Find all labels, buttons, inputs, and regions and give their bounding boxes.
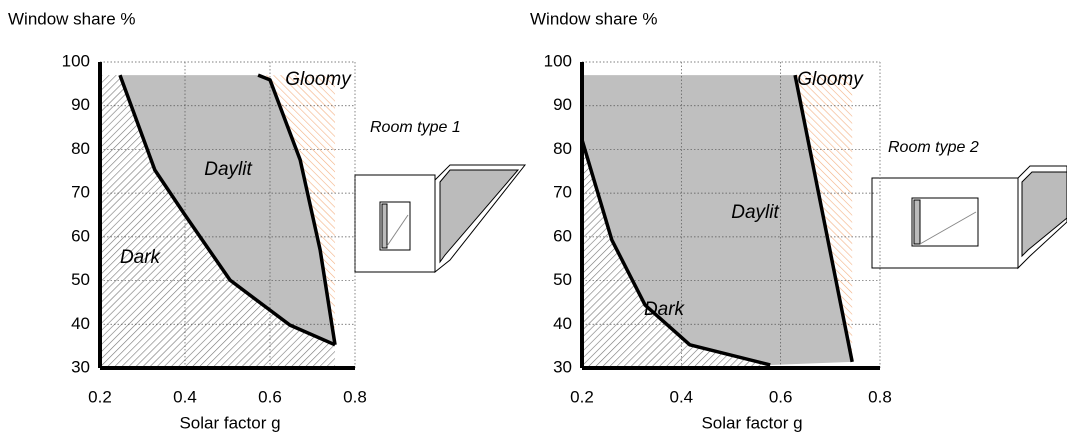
region-label: Daylit [204, 159, 252, 180]
x-tick-label: 0.2 [88, 387, 112, 406]
y-tick-label: 60 [553, 226, 572, 245]
y-tick-label: 60 [71, 226, 90, 245]
daylit-region [582, 75, 853, 365]
dark-region [582, 139, 771, 368]
y-tick-label: 90 [71, 95, 90, 114]
dark-region [100, 75, 336, 368]
y-tick-label: 100 [544, 51, 572, 70]
x-axis-label: Solar factor g [179, 413, 280, 432]
room-sketch [871, 165, 1067, 270]
y-tick-label: 70 [553, 183, 572, 202]
boundary-line [118, 74, 336, 347]
y-tick-label: 80 [71, 139, 90, 158]
room-sketch [354, 164, 527, 274]
region-label: Dark [120, 247, 162, 268]
region-label: Daylit [731, 202, 779, 223]
y-tick-label: 50 [71, 270, 90, 289]
y-tick-label: 50 [553, 270, 572, 289]
gloomy-region [258, 75, 336, 345]
y-tick-label: 100 [62, 51, 90, 70]
boundary-line [257, 73, 337, 346]
y-tick-label: 90 [553, 95, 572, 114]
x-tick-label: 0.8 [868, 387, 892, 406]
daylit-region [119, 75, 336, 345]
x-axis-label: Solar factor g [701, 413, 802, 432]
x-tick-label: 0.4 [173, 387, 197, 406]
y-tick-label: 30 [553, 357, 572, 376]
room-label: Room type 2 [888, 139, 979, 156]
x-tick-label: 0.6 [258, 387, 282, 406]
x-tick-label: 0.4 [670, 387, 694, 406]
boundary-line [793, 74, 854, 363]
room-label: Room type 1 [370, 119, 461, 136]
y-tick-label: 80 [553, 139, 572, 158]
region-label: Dark [644, 299, 686, 320]
y-axis-label: Window share % [530, 9, 658, 28]
x-tick-label: 0.2 [570, 387, 594, 406]
y-tick-label: 40 [71, 314, 90, 333]
y-tick-label: 40 [553, 314, 572, 333]
x-tick-label: 0.8 [343, 387, 367, 406]
boundary-line [580, 139, 771, 367]
y-tick-label: 30 [71, 357, 90, 376]
y-axis-label: Window share % [8, 9, 136, 28]
x-tick-label: 0.6 [769, 387, 793, 406]
region-label: Gloomy [797, 69, 864, 90]
region-label: Gloomy [285, 69, 352, 90]
y-tick-label: 70 [71, 183, 90, 202]
